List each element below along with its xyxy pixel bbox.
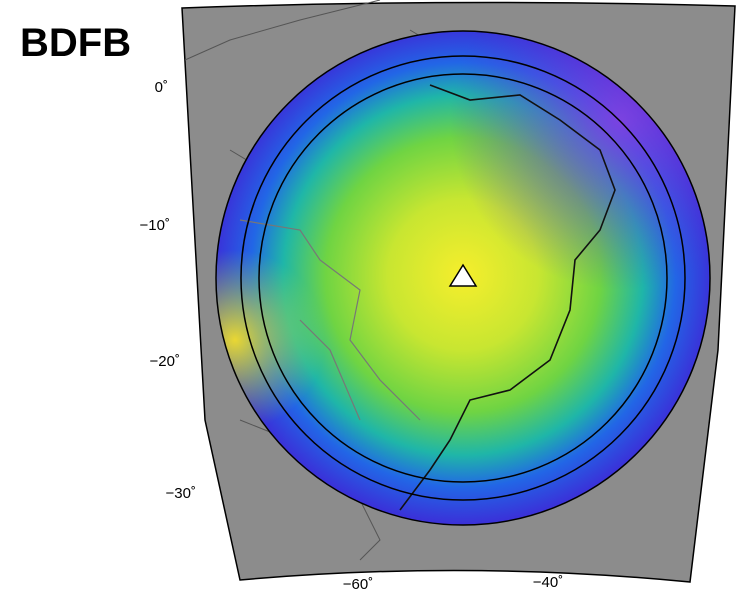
lat-label: 0˚ xyxy=(155,79,168,96)
lat-label: −20˚ xyxy=(150,353,180,370)
map-figure: BDFB 0˚ −10˚ −20˚ −30˚ −60˚ −40˚ xyxy=(0,0,736,591)
lon-label: −40˚ xyxy=(533,574,563,591)
lat-label: −30˚ xyxy=(166,485,196,502)
title: BDFB xyxy=(20,21,131,65)
lat-label: −10˚ xyxy=(140,217,170,234)
lon-label: −60˚ xyxy=(343,576,373,591)
